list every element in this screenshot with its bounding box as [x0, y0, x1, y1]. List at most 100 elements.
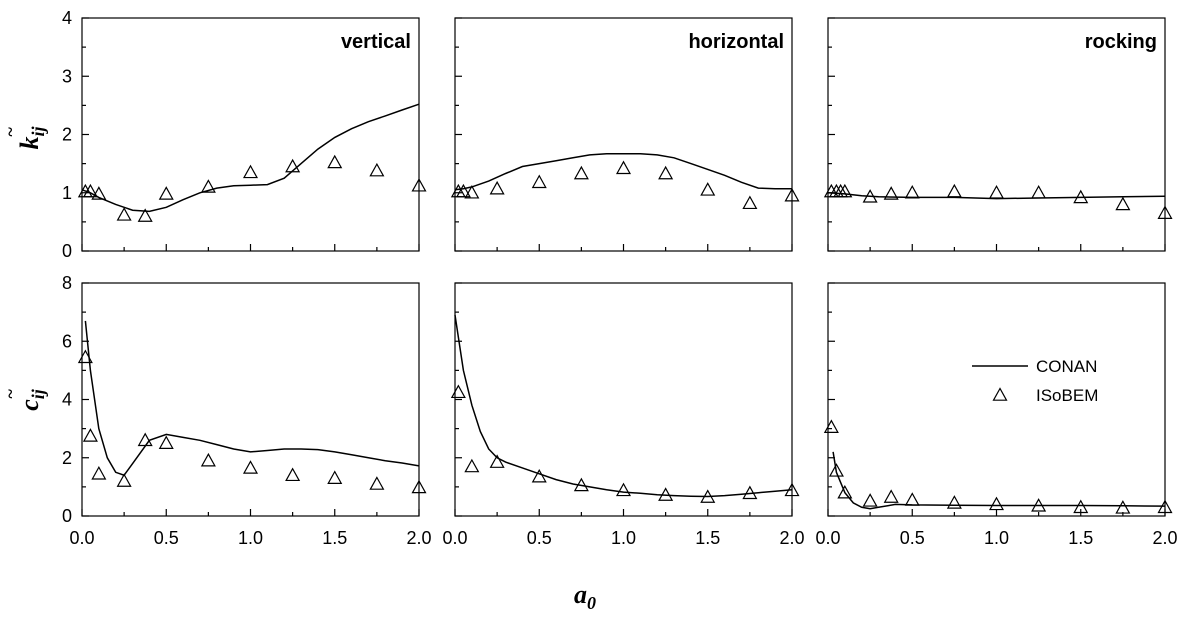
series-line-conan: [84, 320, 420, 477]
data-point-isobem: [1157, 499, 1173, 514]
data-point-isobem: [464, 185, 480, 199]
data-point-isobem: [883, 489, 899, 503]
x-tick-label: 0.0: [815, 528, 840, 548]
panel-title: horizontal: [688, 31, 784, 53]
panel-4: 0.0 0.5 1.0 1.5 2.0: [442, 282, 805, 548]
x-tick-label: 1.0: [238, 528, 263, 548]
data-point-isobem: [327, 154, 343, 169]
data-point-isobem: [904, 492, 920, 506]
series-line-conan: [454, 152, 792, 191]
data-point-isobem: [742, 485, 758, 500]
data-point-isobem: [464, 458, 480, 473]
x-tick-label: 0.5: [527, 528, 552, 548]
data-point-isobem: [242, 164, 259, 179]
data-point-isobem: [455, 183, 471, 198]
data-point-isobem: [784, 482, 800, 497]
data-point-isobem: [862, 493, 878, 507]
data-point-isobem: [1157, 205, 1173, 219]
data-point-isobem: [837, 484, 853, 499]
series-line-conan: [832, 451, 1166, 510]
data-point-isobem: [700, 489, 716, 503]
series-line-conan: [454, 314, 793, 498]
data-point-isobem: [823, 419, 839, 433]
panel-title: rocking: [1085, 31, 1157, 53]
data-point-isobem: [784, 187, 800, 202]
x-tick-label: 1.5: [695, 528, 720, 548]
tilde-accent: ~: [0, 389, 20, 399]
data-point-isobem: [450, 384, 466, 399]
data-point-isobem: [285, 467, 301, 482]
data-point-isobem: [615, 482, 632, 497]
y-axis-title-row-1: cij: [15, 388, 48, 411]
data-point-isobem: [137, 208, 153, 222]
data-point-isobem: [573, 477, 589, 492]
data-point-isobem: [615, 160, 632, 175]
panel-2: rocking: [823, 17, 1173, 252]
x-axis-title: a0: [574, 580, 596, 613]
data-point-isobem: [658, 165, 674, 180]
data-point-isobem: [988, 185, 1005, 199]
data-point-isobem: [91, 186, 107, 200]
panel-1: horizontal: [450, 17, 800, 252]
data-point-isobem: [200, 179, 216, 193]
data-point-isobem: [327, 470, 343, 484]
series-line-conan: [827, 192, 1166, 200]
y-tick-label: 6: [62, 331, 72, 351]
panel-frame: [454, 282, 793, 517]
data-point-isobem: [700, 182, 716, 196]
x-tick-label: 0.5: [900, 528, 925, 548]
x-tick-label: 0.0: [69, 528, 94, 548]
data-point-isobem: [904, 185, 920, 199]
data-point-isobem: [369, 162, 385, 177]
data-point-isobem: [242, 460, 259, 474]
panel-frame: [827, 282, 1166, 517]
data-point-isobem: [988, 496, 1005, 511]
panel-frame: [81, 282, 420, 517]
data-point-isobem: [1073, 499, 1089, 514]
data-point-isobem: [489, 180, 505, 195]
y-tick-label: 3: [62, 66, 72, 86]
x-tick-label: 0.0: [442, 528, 467, 548]
data-point-isobem: [946, 495, 962, 509]
data-point-isobem: [1115, 196, 1131, 211]
x-tick-label: 1.5: [1068, 528, 1093, 548]
data-point-isobem: [828, 463, 844, 477]
data-point-isobem: [883, 186, 899, 200]
data-point-isobem: [411, 479, 427, 494]
x-tick-label: 2.0: [406, 528, 431, 548]
panel-5: 0.0 0.5 1.0 1.5 2.0: [815, 282, 1178, 548]
panel-3: 0 2 4 6 8 0.0 0.5 1.0 1.5 2.0: [62, 273, 432, 548]
y-tick-label: 4: [62, 390, 72, 410]
legend: CONAN ISoBEM: [972, 357, 1098, 405]
x-tick-label: 2.0: [779, 528, 804, 548]
data-point-isobem: [531, 174, 547, 189]
legend-label-isobem: ISoBEM: [1036, 386, 1098, 405]
data-point-isobem: [82, 428, 98, 442]
data-point-isobem: [200, 452, 216, 467]
y-tick-label: 2: [62, 125, 72, 145]
data-point-isobem: [531, 468, 547, 483]
data-point-isobem: [946, 183, 962, 198]
data-point-isobem: [82, 183, 98, 198]
axis-titles: kij~cij~a0: [0, 126, 596, 613]
y-tick-label: 4: [62, 8, 72, 28]
y-tick-label: 1: [62, 183, 72, 203]
data-point-isobem: [862, 189, 878, 203]
tilde-accent: ~: [0, 127, 20, 137]
data-point-isobem: [91, 466, 107, 480]
y-tick-label: 2: [62, 448, 72, 468]
data-point-isobem: [1031, 185, 1047, 199]
x-tick-label: 1.5: [322, 528, 347, 548]
x-tick-label: 0.5: [154, 528, 179, 548]
panel-title: vertical: [341, 31, 411, 53]
data-point-isobem: [1073, 189, 1089, 204]
data-point-isobem: [411, 178, 427, 192]
data-point-isobem: [158, 186, 174, 200]
x-tick-label: 2.0: [1152, 528, 1177, 548]
legend-triangle-swatch: [992, 387, 1008, 401]
x-tick-label: 1.0: [611, 528, 636, 548]
y-tick-label: 0: [62, 241, 72, 261]
legend-label-conan: CONAN: [1036, 357, 1097, 376]
